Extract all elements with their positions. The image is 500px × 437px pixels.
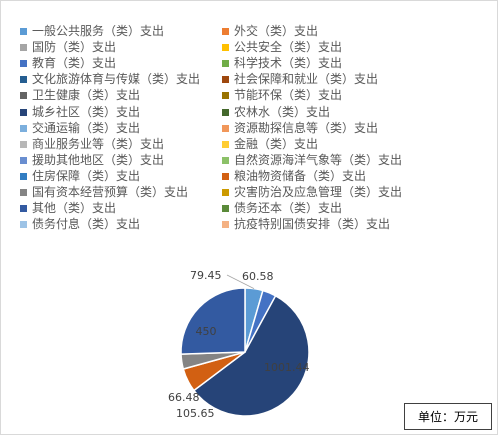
pie-slice bbox=[180, 287, 246, 355]
legend-swatch bbox=[222, 92, 229, 100]
legend-swatch bbox=[20, 44, 27, 52]
legend-swatch bbox=[222, 44, 229, 52]
legend-label: 公共安全（类）支出 bbox=[234, 40, 343, 55]
legend-swatch bbox=[222, 60, 229, 68]
data-label: 66.48 bbox=[168, 391, 200, 404]
legend-label: 国防（类）支出 bbox=[32, 40, 117, 55]
legend-item: 国有资本经营预算（类）支出 bbox=[20, 185, 188, 200]
legend-label: 金融（类）支出 bbox=[234, 136, 319, 151]
legend-swatch bbox=[20, 92, 27, 100]
legend-swatch bbox=[20, 124, 27, 132]
legend-swatch bbox=[20, 172, 27, 180]
legend-swatch bbox=[222, 108, 229, 116]
data-label: 79.45 bbox=[190, 269, 222, 282]
legend-item: 住房保障（类）支出 bbox=[20, 169, 140, 184]
legend-swatch bbox=[20, 221, 27, 229]
legend-label: 文化旅游体育与传媒（类）支出 bbox=[32, 72, 201, 87]
legend-item: 节能环保（类）支出 bbox=[222, 88, 342, 103]
legend-label: 卫生健康（类）支出 bbox=[32, 88, 141, 103]
legend-swatch bbox=[20, 205, 27, 213]
legend-item: 债务付息（类）支出 bbox=[20, 217, 140, 232]
legend-swatch bbox=[222, 124, 229, 132]
legend-swatch bbox=[222, 140, 229, 148]
legend-item: 金融（类）支出 bbox=[222, 137, 318, 152]
legend-label: 债务付息（类）支出 bbox=[32, 217, 141, 232]
legend-item: 教育（类）支出 bbox=[20, 56, 116, 71]
legend-label: 债务还本（类）支出 bbox=[234, 201, 343, 216]
legend-swatch bbox=[222, 221, 229, 229]
unit-label: 单位：万元 bbox=[404, 403, 492, 430]
legend-item: 外交（类）支出 bbox=[222, 24, 318, 39]
legend-swatch bbox=[20, 140, 27, 148]
legend-label: 节能环保（类）支出 bbox=[234, 88, 343, 103]
legend-swatch bbox=[20, 28, 27, 35]
legend-label: 抗疫特别国债安排（类）支出 bbox=[234, 217, 391, 232]
legend-label: 科学技术（类）支出 bbox=[234, 56, 343, 71]
legend-label: 粮油物资储备（类）支出 bbox=[234, 168, 367, 183]
legend-item: 抗疫特别国债安排（类）支出 bbox=[222, 217, 390, 232]
legend-label: 援助其他地区（类）支出 bbox=[32, 152, 165, 167]
legend-item: 债务还本（类）支出 bbox=[222, 201, 342, 216]
legend-item: 灾害防治及应急管理（类）支出 bbox=[222, 185, 402, 200]
legend-item: 其他（类）支出 bbox=[20, 201, 116, 216]
legend-label: 其他（类）支出 bbox=[32, 201, 117, 216]
legend-item: 援助其他地区（类）支出 bbox=[20, 153, 164, 168]
legend-item: 资源勘探信息等（类）支出 bbox=[222, 121, 378, 136]
legend-label: 一般公共服务（类）支出 bbox=[32, 24, 165, 38]
legend-item: 商业服务业等（类）支出 bbox=[20, 137, 164, 152]
legend-label: 教育（类）支出 bbox=[32, 56, 117, 71]
legend-item: 卫生健康（类）支出 bbox=[20, 88, 140, 103]
legend-item: 科学技术（类）支出 bbox=[222, 56, 342, 71]
legend-item: 自然资源海洋气象等（类）支出 bbox=[222, 153, 402, 168]
data-label: 105.65 bbox=[176, 407, 215, 420]
data-label: 450 bbox=[196, 325, 217, 338]
data-label: 60.58 bbox=[242, 270, 274, 283]
legend-item: 一般公共服务（类）支出 bbox=[20, 24, 164, 39]
legend-item: 农林水（类）支出 bbox=[222, 105, 330, 120]
legend-swatch bbox=[20, 156, 27, 164]
legend-label: 自然资源海洋气象等（类）支出 bbox=[234, 152, 403, 167]
legend-label: 资源勘探信息等（类）支出 bbox=[234, 120, 379, 135]
legend-swatch bbox=[222, 172, 229, 180]
pie-slice bbox=[192, 294, 310, 417]
legend-swatch bbox=[222, 189, 229, 196]
legend-swatch bbox=[20, 76, 27, 84]
legend-item: 国防（类）支出 bbox=[20, 40, 116, 55]
legend-swatch bbox=[222, 76, 229, 84]
legend-label: 社会保障和就业（类）支出 bbox=[234, 72, 379, 87]
data-label: 1001.44 bbox=[264, 361, 310, 374]
legend-label: 农林水（类）支出 bbox=[234, 104, 331, 119]
legend-swatch bbox=[20, 108, 27, 116]
legend-label: 外交（类）支出 bbox=[234, 24, 319, 38]
legend-label: 商业服务业等（类）支出 bbox=[32, 136, 165, 151]
legend-swatch bbox=[222, 28, 229, 35]
legend-label: 灾害防治及应急管理（类）支出 bbox=[234, 185, 403, 199]
legend-swatch bbox=[222, 156, 229, 164]
legend-item: 公共安全（类）支出 bbox=[222, 40, 342, 55]
legend-swatch bbox=[20, 189, 27, 196]
legend-swatch bbox=[20, 60, 27, 68]
legend-label: 国有资本经营预算（类）支出 bbox=[32, 185, 189, 199]
leader-line bbox=[226, 274, 255, 289]
legend-label: 交通运输（类）支出 bbox=[32, 120, 141, 135]
legend-swatch bbox=[222, 205, 229, 213]
legend-item: 粮油物资储备（类）支出 bbox=[222, 169, 366, 184]
legend-label: 住房保障（类）支出 bbox=[32, 168, 141, 183]
legend-item: 城乡社区（类）支出 bbox=[20, 105, 140, 120]
legend-label: 城乡社区（类）支出 bbox=[32, 104, 141, 119]
legend-item: 社会保障和就业（类）支出 bbox=[222, 72, 378, 87]
legend-item: 交通运输（类）支出 bbox=[20, 121, 140, 136]
legend-item: 文化旅游体育与传媒（类）支出 bbox=[20, 72, 200, 87]
